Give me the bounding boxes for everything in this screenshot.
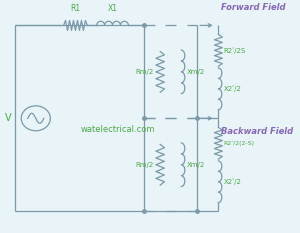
Text: Rm/2: Rm/2 bbox=[135, 69, 154, 75]
Text: Xm/2: Xm/2 bbox=[187, 162, 206, 168]
Text: X1: X1 bbox=[107, 4, 118, 13]
Text: V: V bbox=[5, 113, 12, 123]
Text: Rm/2: Rm/2 bbox=[135, 162, 154, 168]
Text: X2ʹ/2: X2ʹ/2 bbox=[224, 86, 242, 92]
Text: X2ʹ/2: X2ʹ/2 bbox=[224, 178, 242, 185]
Text: Xm/2: Xm/2 bbox=[187, 69, 206, 75]
Text: R2ʹ/2S: R2ʹ/2S bbox=[224, 47, 246, 54]
Text: Forward Field: Forward Field bbox=[221, 3, 286, 12]
Text: R1: R1 bbox=[70, 4, 80, 13]
Text: watelectrical.com: watelectrical.com bbox=[81, 125, 155, 134]
Text: R2ʹ/2(2-S): R2ʹ/2(2-S) bbox=[224, 141, 255, 146]
Text: Backward Field: Backward Field bbox=[221, 127, 293, 136]
